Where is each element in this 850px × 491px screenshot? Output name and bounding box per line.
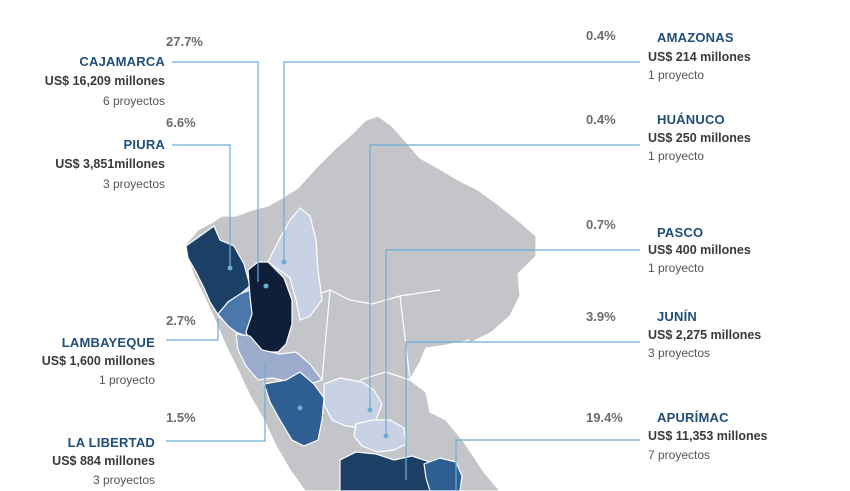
amazonas-projects: 1 proyecto [648,68,705,82]
dot-pasco [383,433,389,439]
pasco-name: PASCO [657,225,704,240]
amazonas-name: AMAZONAS [657,30,734,45]
piura-amount: US$ 3,851millones [55,157,165,171]
lambayeque-percent: 2.7% [166,313,196,328]
region-junin [423,457,463,491]
junin-name: JUNÍN [657,309,698,324]
piura-name: PIURA [123,137,165,152]
huanuco-projects: 1 proyecto [648,149,705,163]
apurimac-name: APURÍMAC [657,410,729,425]
leader-junin [405,341,640,480]
lambayeque-name: LAMBAYEQUE [61,335,155,350]
huanuco-percent: 0.4% [586,112,616,127]
huanuco-amount: US$ 250 millones [648,131,751,145]
region-south-dark [339,451,453,491]
lalibertad-projects: 3 proyectos [92,473,155,487]
amazonas-amount: US$ 214 millones [648,50,751,64]
apurimac-percent: 19.4% [586,410,623,425]
region-pasco [353,419,407,453]
dot-piura [227,265,233,271]
lalibertad-amount: US$ 884 millones [52,454,155,468]
huanuco-name: HUÁNUCO [657,112,725,127]
cajamarca-name: CAJAMARCA [79,54,165,69]
lambayeque-amount: US$ 1,600 millones [41,354,155,368]
region-dots [227,259,389,439]
leader-huanuco [369,144,640,410]
pasco-projects: 1 proyecto [648,261,705,275]
lambayeque-projects: 1 proyecto [98,373,155,387]
apurimac-projects: 7 proyectos [648,448,711,462]
region-amazonas [267,207,323,321]
amazonas-percent: 0.4% [586,28,616,43]
region-cajamarca [245,261,293,353]
dot-amazonas [281,259,287,265]
junin-projects: 3 proyectos [648,346,711,360]
region-ancash [263,371,325,447]
leader-amazonas [283,61,640,262]
piura-projects: 3 proyectos [102,177,165,191]
pasco-percent: 0.7% [586,217,616,232]
leader-pasco [385,249,640,436]
lalibertad-name: LA LIBERTAD [67,435,155,450]
cajamarca-percent: 27.7% [166,34,203,49]
dot-cajamarca [263,283,269,289]
leader-lambayeque [166,318,219,341]
cajamarca-amount: US$ 16,209 millones [44,74,165,88]
dot-lalibertad [297,405,303,411]
leader-apurimac [455,439,640,491]
leader-lines [166,61,640,491]
lalibertad-percent: 1.5% [166,410,196,425]
leader-lalibertad [166,364,266,442]
dot-huanuco [367,407,373,413]
junin-percent: 3.9% [586,309,616,324]
leader-cajamarca [172,61,259,282]
piura-percent: 6.6% [166,115,196,130]
pasco-amount: US$ 400 millones [648,243,751,257]
cajamarca-projects: 6 proyectos [102,94,165,108]
apurimac-amount: US$ 11,353 millones [648,429,768,443]
junin-amount: US$ 2,275 millones [648,328,762,342]
leader-piura [172,144,231,268]
